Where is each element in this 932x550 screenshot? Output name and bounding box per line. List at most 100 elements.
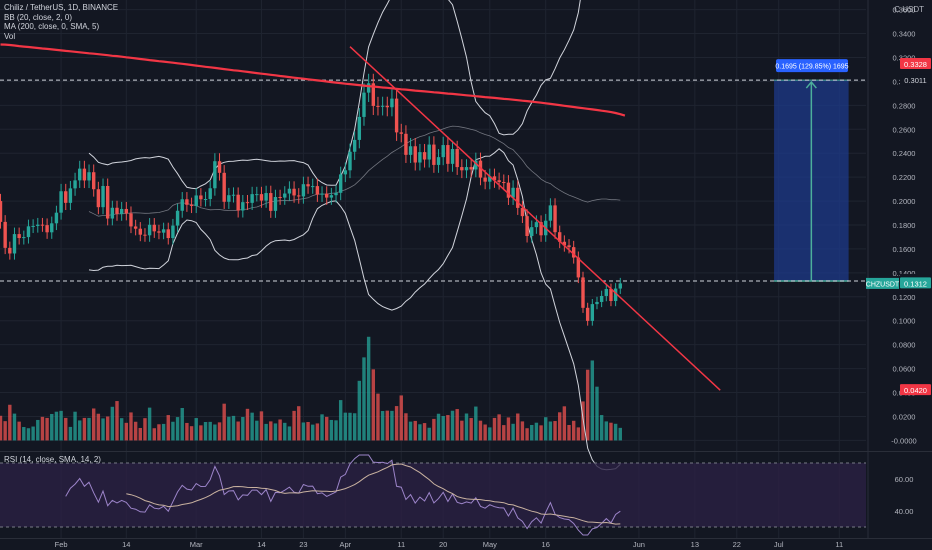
bb-legend[interactable]: BB (20, close, 2, 0): [4, 12, 73, 22]
candle-body: [478, 160, 483, 178]
volume-bar: [474, 406, 478, 441]
volume-bar: [3, 421, 7, 441]
volume-bar: [227, 416, 231, 441]
currency-unit-label[interactable]: C USDT: [894, 5, 924, 14]
candle-body: [101, 185, 105, 208]
candle: [338, 166, 343, 201]
volume-bar: [40, 416, 45, 441]
price-tick-label: 0.2400: [893, 149, 916, 158]
candle: [101, 178, 105, 215]
candle-body: [213, 161, 217, 189]
candle: [613, 283, 618, 307]
volume-bar: [194, 418, 198, 441]
rsi-legend[interactable]: RSI (14, close, SMA, 14, 2): [4, 455, 101, 464]
volume-bar: [348, 412, 352, 441]
volume-bar: [492, 417, 497, 441]
candle-body: [385, 105, 389, 108]
candle: [399, 123, 403, 143]
candle-body: [390, 98, 394, 108]
volume-bar: [138, 427, 142, 441]
candle: [446, 136, 450, 172]
volume-badge-bg: [900, 384, 931, 396]
candle-body: [525, 216, 529, 237]
candle: [3, 215, 7, 255]
volume-bar: [203, 421, 208, 441]
volume-bar: [334, 420, 338, 441]
candle: [553, 198, 557, 239]
candle: [68, 180, 73, 211]
candle-body: [404, 133, 408, 155]
symbol-tag-text: CHZUSDT: [866, 281, 900, 288]
candle-body: [408, 146, 413, 155]
candle-body: [585, 307, 590, 321]
volume-bar: [241, 416, 245, 441]
candle: [231, 187, 236, 203]
candle: [618, 277, 622, 294]
candle: [138, 222, 142, 242]
volume-badge: 0.0420: [900, 384, 931, 396]
candle: [54, 205, 59, 231]
rsi-band: [0, 463, 866, 527]
candle-body: [311, 186, 315, 188]
volume-bar: [278, 419, 282, 441]
candle-body: [143, 234, 147, 236]
volume-bars: [0, 336, 622, 441]
volume-bar: [199, 425, 203, 441]
candle: [311, 178, 315, 194]
candle-body: [22, 237, 26, 239]
volume-bar: [143, 418, 147, 441]
symbol-legend[interactable]: Chiliz / TetherUS, 1D, BINANCE: [4, 3, 119, 12]
volume-bar: [534, 422, 539, 441]
candle: [343, 162, 348, 183]
time-tick-label: 11: [835, 540, 843, 549]
candle-body: [64, 191, 68, 203]
volume-bar: [26, 428, 31, 441]
volume-bar: [553, 421, 557, 441]
volume-bar: [413, 420, 417, 441]
candle: [278, 189, 282, 205]
price-tick-label: 0.3400: [893, 30, 916, 39]
candle: [567, 239, 571, 254]
candle: [203, 191, 208, 207]
volume-bar: [371, 369, 375, 441]
candle: [245, 194, 250, 211]
candle-body: [506, 182, 511, 198]
ma-legend[interactable]: MA (200, close, 0, SMA, 5): [4, 22, 100, 31]
volume-bar: [31, 426, 35, 441]
candle: [292, 181, 296, 203]
volume-bar: [618, 427, 622, 441]
candle-body: [92, 172, 96, 190]
candle-body: [236, 194, 240, 211]
candle-body: [0, 201, 3, 222]
candle-body: [618, 283, 622, 289]
candle-body: [427, 144, 431, 160]
volume-bar: [292, 410, 296, 441]
candle: [297, 188, 301, 204]
candle: [194, 188, 198, 214]
vol-legend[interactable]: Vol: [4, 31, 16, 41]
last-price-badge-bg: [900, 277, 931, 289]
candle-body: [488, 176, 492, 182]
measure-label-bg: [776, 59, 848, 73]
candle-body: [352, 139, 357, 152]
candle: [124, 201, 129, 221]
candle-body: [558, 232, 562, 242]
price-tick-label: 0.2200: [893, 173, 916, 182]
volume-bar: [287, 426, 292, 441]
volume-bar: [366, 336, 371, 441]
candle: [12, 227, 17, 260]
rsi-ma-line: [126, 463, 621, 525]
symbol-tag-bg: [866, 277, 899, 289]
volume-bar: [175, 417, 180, 441]
candle: [119, 201, 124, 221]
candle: [390, 89, 394, 117]
volume-bar: [441, 416, 445, 441]
volume-bar: [82, 417, 87, 441]
volume-bar: [483, 424, 487, 441]
candle: [315, 178, 320, 202]
candle: [599, 290, 604, 308]
time-tick-label: May: [483, 540, 497, 549]
candle-body: [441, 145, 445, 158]
price-axis-ticks: 0.36000.34000.32000.30000.28000.26000.24…: [891, 6, 916, 516]
